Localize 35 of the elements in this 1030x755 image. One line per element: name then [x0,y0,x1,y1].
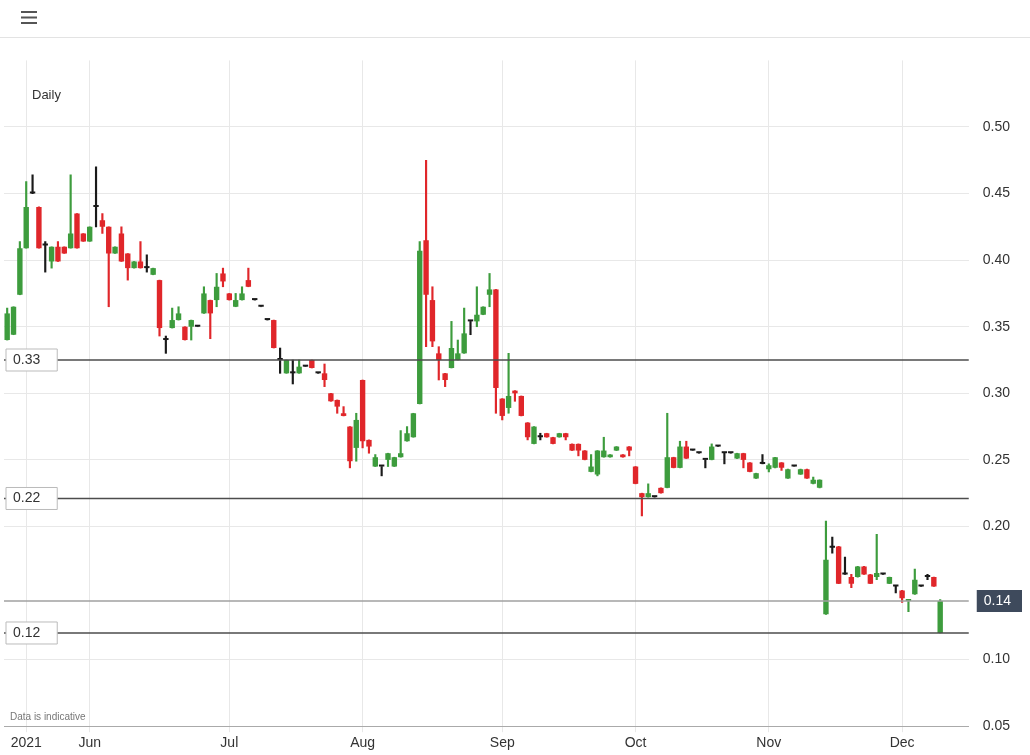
y-tick-label: 0.25 [982,450,1011,467]
ref-line-label: 0.12 [13,623,41,640]
candlestick [340,406,347,417]
x-tick-label: Dec [889,734,915,751]
annotation: Data is indicative [10,710,87,722]
y-tick-label: 0.35 [982,317,1011,334]
y-tick-label: 0.30 [982,384,1011,401]
candlestick [880,572,886,575]
candlestick [486,273,493,308]
candlestick [321,363,328,387]
y-tick-label: 0.10 [982,650,1011,667]
y-tick-label: 0.05 [982,717,1011,734]
y-tick-label: 0.40 [982,251,1011,267]
candlestick [759,454,766,465]
annotation: Daily [32,86,62,102]
x-tick-label: Aug [350,734,376,751]
x-tick-label: Jul [220,734,239,751]
ref-line-label: 0.14 [983,591,1012,608]
candlestick [467,319,474,336]
y-tick-label: 0.45 [982,184,1011,201]
ref-line-label: 0.33 [13,350,41,367]
candlestick [137,241,144,269]
candlestick [918,584,924,587]
candlestick [315,371,321,374]
y-tick-label: 0.50 [982,117,1011,134]
candlestick [29,174,36,194]
candlestick [924,574,931,581]
y-tick-label: 0.20 [982,517,1011,534]
candlestick [696,451,702,454]
x-tick-label: Jun [78,734,101,751]
x-tick-label: Oct [624,734,647,751]
ref-line-label: 0.22 [13,489,41,506]
x-tick-label: Sep [489,734,515,751]
x-tick-label: Nov [756,734,782,751]
x-tick-label: 2021 [10,734,42,751]
